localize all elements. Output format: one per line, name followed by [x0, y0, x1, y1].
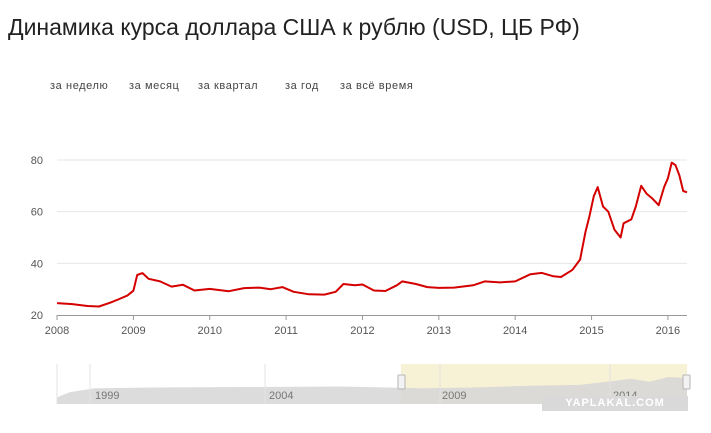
y-tick-label: 20 [31, 310, 43, 322]
navigator-area [57, 377, 687, 404]
x-tick-label: 2009 [121, 325, 145, 337]
range-tab-all-time[interactable]: за всё время [340, 80, 414, 92]
navigator-year-label: 1999 [95, 390, 119, 402]
x-tick-label: 2013 [427, 325, 451, 337]
x-tick-label: 2010 [197, 325, 221, 337]
navigator-handle-left[interactable] [397, 374, 406, 390]
range-tab-month[interactable]: за месяц [129, 80, 180, 92]
y-tick-label: 40 [31, 258, 43, 270]
range-tab-week[interactable]: за неделю [50, 80, 109, 92]
y-tick-label: 80 [31, 155, 43, 167]
range-tab-year[interactable]: за год [285, 80, 319, 92]
navigator-handle-right[interactable] [682, 374, 691, 390]
range-tab-quarter[interactable]: за квартал [198, 80, 259, 92]
y-axis-ticks: 20 40 60 80 [31, 155, 43, 322]
x-tick-label: 2008 [45, 325, 69, 337]
series-line-usd-rub[interactable] [56, 161, 688, 308]
grid-lines [57, 159, 687, 264]
x-tick-label: 2016 [656, 325, 680, 337]
x-tick-label: 2015 [579, 325, 603, 337]
x-tick-label: 2012 [350, 325, 374, 337]
navigator-year-label: 2004 [269, 390, 293, 402]
x-tick-label: 2011 [274, 325, 298, 337]
y-tick-label: 60 [31, 207, 43, 219]
x-tick-label: 2014 [503, 325, 527, 337]
watermark: YAPLAKAL.COM [542, 396, 688, 411]
navigator-year-label: 2009 [442, 390, 466, 402]
x-axis-ticks: 2008 2009 2010 2011 2012 2013 2014 2015 2016 [45, 315, 680, 337]
page-title: Динамика курса доллара США к рублю (USD,… [8, 14, 580, 40]
